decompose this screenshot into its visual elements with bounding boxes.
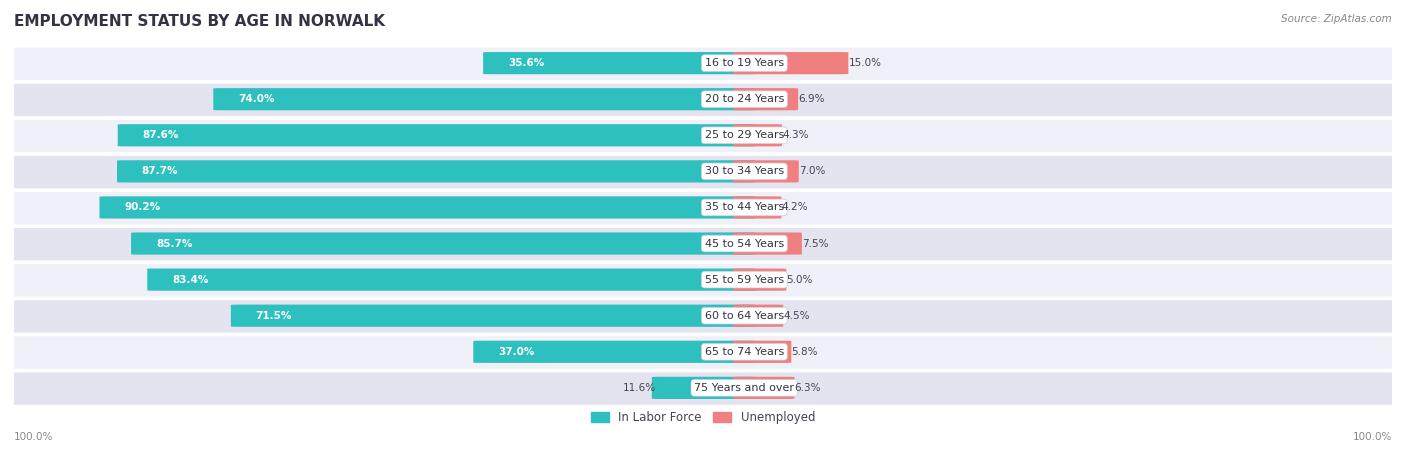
Text: 30 to 34 Years: 30 to 34 Years (704, 166, 785, 176)
Legend: In Labor Force, Unemployed: In Labor Force, Unemployed (586, 406, 820, 429)
FancyBboxPatch shape (7, 120, 1399, 152)
Text: 74.0%: 74.0% (238, 94, 274, 104)
Text: 35 to 44 Years: 35 to 44 Years (704, 202, 785, 212)
Text: 100.0%: 100.0% (1353, 432, 1392, 442)
FancyBboxPatch shape (734, 196, 782, 219)
Text: 65 to 74 Years: 65 to 74 Years (704, 347, 785, 357)
FancyBboxPatch shape (734, 88, 799, 110)
FancyBboxPatch shape (474, 341, 755, 363)
Text: 75 Years and over: 75 Years and over (695, 383, 794, 393)
FancyBboxPatch shape (7, 373, 1399, 405)
Text: 7.0%: 7.0% (799, 166, 825, 176)
Text: 45 to 54 Years: 45 to 54 Years (704, 239, 785, 249)
FancyBboxPatch shape (7, 228, 1399, 261)
Text: 4.2%: 4.2% (782, 202, 808, 212)
Text: 55 to 59 Years: 55 to 59 Years (704, 275, 785, 285)
Text: 90.2%: 90.2% (124, 202, 160, 212)
Text: 16 to 19 Years: 16 to 19 Years (704, 58, 785, 68)
Text: 20 to 24 Years: 20 to 24 Years (704, 94, 785, 104)
Text: 6.3%: 6.3% (794, 383, 821, 393)
FancyBboxPatch shape (7, 192, 1399, 225)
FancyBboxPatch shape (734, 304, 783, 327)
FancyBboxPatch shape (734, 160, 799, 183)
FancyBboxPatch shape (148, 268, 755, 291)
Text: 6.9%: 6.9% (799, 94, 825, 104)
Text: 60 to 64 Years: 60 to 64 Years (704, 311, 785, 321)
FancyBboxPatch shape (100, 196, 755, 219)
Text: 83.4%: 83.4% (172, 275, 208, 285)
Text: EMPLOYMENT STATUS BY AGE IN NORWALK: EMPLOYMENT STATUS BY AGE IN NORWALK (14, 14, 385, 28)
FancyBboxPatch shape (734, 232, 801, 255)
FancyBboxPatch shape (131, 232, 755, 255)
FancyBboxPatch shape (231, 304, 755, 327)
Text: 5.8%: 5.8% (792, 347, 818, 357)
FancyBboxPatch shape (734, 124, 782, 147)
Text: 11.6%: 11.6% (623, 383, 657, 393)
FancyBboxPatch shape (652, 377, 755, 399)
FancyBboxPatch shape (7, 48, 1399, 80)
Text: 15.0%: 15.0% (848, 58, 882, 68)
FancyBboxPatch shape (7, 336, 1399, 369)
FancyBboxPatch shape (734, 52, 848, 74)
FancyBboxPatch shape (214, 88, 755, 110)
FancyBboxPatch shape (117, 160, 755, 183)
Text: 37.0%: 37.0% (498, 347, 534, 357)
Text: 4.5%: 4.5% (783, 311, 810, 321)
FancyBboxPatch shape (484, 52, 755, 74)
FancyBboxPatch shape (7, 156, 1399, 189)
Text: 85.7%: 85.7% (156, 239, 193, 249)
FancyBboxPatch shape (7, 264, 1399, 297)
Text: 5.0%: 5.0% (786, 275, 813, 285)
FancyBboxPatch shape (7, 84, 1399, 116)
Text: 100.0%: 100.0% (14, 432, 53, 442)
Text: 25 to 29 Years: 25 to 29 Years (704, 130, 785, 140)
Text: 87.7%: 87.7% (142, 166, 179, 176)
FancyBboxPatch shape (734, 377, 794, 399)
Text: 4.3%: 4.3% (782, 130, 808, 140)
FancyBboxPatch shape (7, 300, 1399, 333)
FancyBboxPatch shape (734, 268, 786, 291)
Text: Source: ZipAtlas.com: Source: ZipAtlas.com (1281, 14, 1392, 23)
Text: 35.6%: 35.6% (508, 58, 544, 68)
Text: 71.5%: 71.5% (256, 311, 292, 321)
Text: 7.5%: 7.5% (801, 239, 828, 249)
Text: 87.6%: 87.6% (142, 130, 179, 140)
FancyBboxPatch shape (118, 124, 755, 147)
FancyBboxPatch shape (734, 341, 792, 363)
